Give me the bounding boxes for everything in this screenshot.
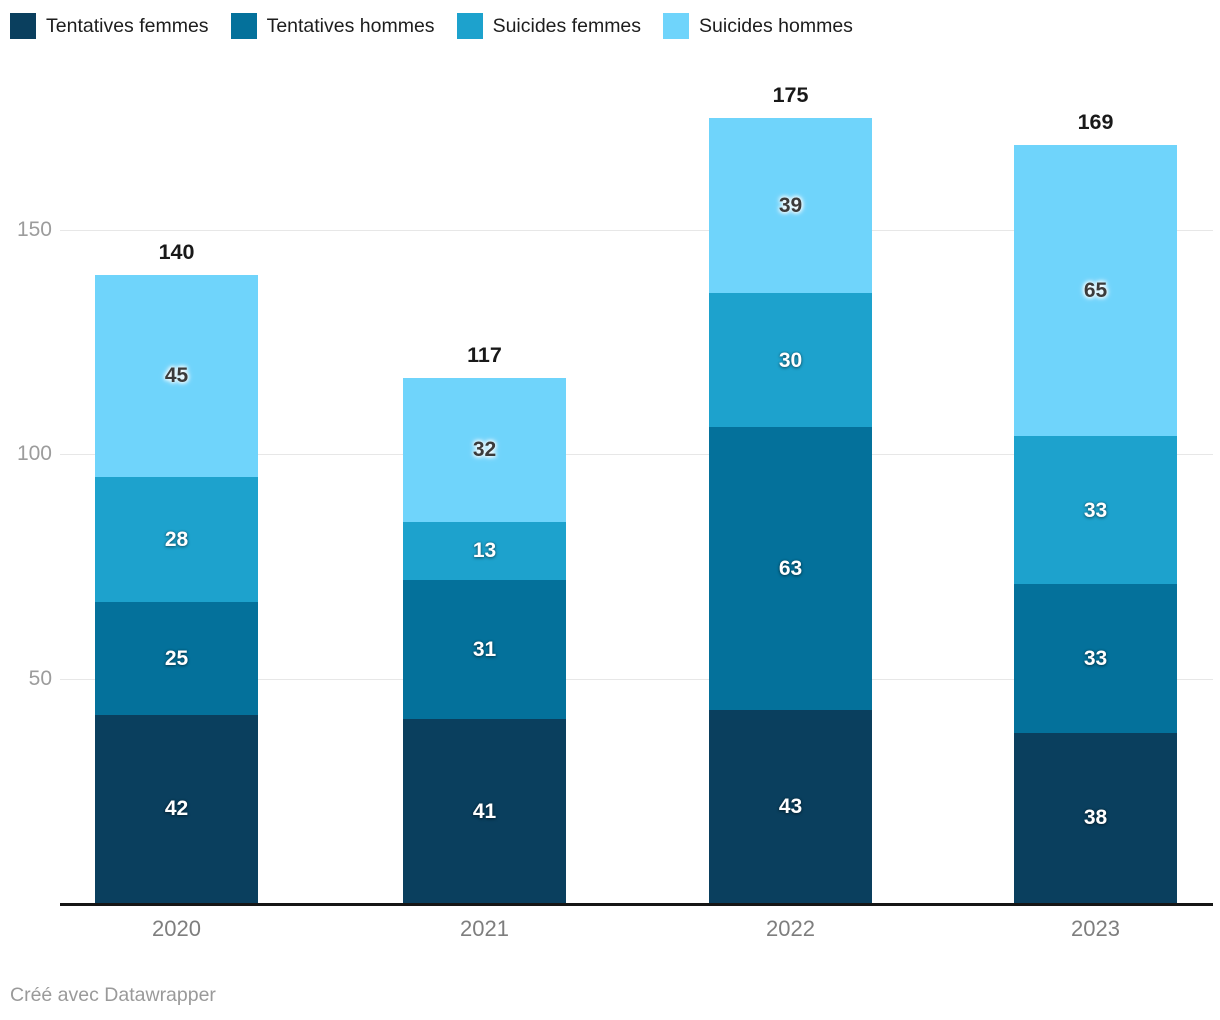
bar-segment-2023-2[interactable]: 33	[1014, 436, 1177, 585]
bar-2022[interactable]: 43 63 30 39	[709, 117, 872, 903]
bar-segment-2021-1[interactable]: 31	[403, 579, 566, 720]
x-axis-label-2020: 2020	[152, 916, 201, 941]
bar-total-label: 169	[1077, 109, 1114, 134]
x-axis-label-2021: 2021	[460, 916, 509, 941]
bar-2021[interactable]: 41 31 13 32	[403, 378, 566, 903]
legend-label: Suicides hommes	[699, 14, 853, 37]
bar-segment-2022-0[interactable]: 43	[709, 710, 872, 903]
bar-total-label: 175	[772, 82, 809, 107]
legend-label: Tentatives hommes	[266, 14, 435, 37]
x-axis-label-2023: 2023	[1071, 916, 1120, 941]
legend-swatch-icon	[10, 13, 36, 39]
legend-label: Tentatives femmes	[46, 14, 209, 37]
segment-value-label: 42	[164, 797, 189, 821]
segment-value-label: 41	[472, 799, 497, 823]
legend-label: Suicides femmes	[492, 14, 642, 37]
legend-item-suicides-hommes: Suicides hommes	[663, 13, 853, 39]
segment-value-label: 39	[778, 193, 803, 217]
bar-2023[interactable]: 38 33 33 65	[1014, 144, 1177, 903]
x-axis-label-2022: 2022	[766, 916, 815, 941]
segment-value-label: 45	[164, 364, 189, 388]
legend-item-tentatives-femmes: Tentatives femmes	[10, 13, 209, 39]
segment-value-label: 63	[778, 557, 803, 581]
gridline-150	[60, 230, 1213, 231]
segment-value-label: 13	[472, 539, 497, 563]
x-axis-line	[60, 903, 1213, 906]
gridline-100	[60, 454, 1213, 455]
segment-value-label: 38	[1083, 806, 1108, 830]
bar-segment-2023-1[interactable]: 33	[1014, 584, 1177, 733]
legend-item-suicides-femmes: Suicides femmes	[456, 13, 642, 39]
bar-segment-2021-3[interactable]: 32	[403, 378, 566, 522]
segment-value-label: 33	[1083, 498, 1108, 522]
bar-2020[interactable]: 42 25 28 45	[95, 274, 258, 903]
segment-value-label: 30	[778, 348, 803, 372]
legend: Tentatives femmes Tentatives hommes Suic…	[10, 13, 853, 39]
y-tick-label: 150	[16, 218, 52, 241]
y-tick-label: 50	[28, 667, 52, 690]
segment-value-label: 31	[472, 638, 497, 661]
bar-segment-2021-0[interactable]: 41	[403, 719, 566, 903]
bar-segment-2022-2[interactable]: 30	[709, 292, 872, 428]
y-tick-label: 100	[16, 442, 52, 465]
legend-swatch-icon	[456, 13, 483, 39]
credit-line: Créé avec Datawrapper	[10, 984, 216, 1006]
bar-segment-2023-0[interactable]: 38	[1014, 732, 1177, 903]
segment-value-label: 28	[164, 528, 189, 552]
bar-segment-2022-3[interactable]: 39	[709, 117, 872, 293]
bar-segment-2022-1[interactable]: 63	[709, 427, 872, 711]
bar-segment-2020-0[interactable]: 42	[95, 714, 258, 903]
segment-value-label: 33	[1083, 646, 1108, 670]
gridline-50	[60, 679, 1213, 680]
legend-item-tentatives-hommes: Tentatives hommes	[230, 13, 435, 39]
segment-value-label: 25	[164, 646, 189, 670]
bar-segment-2020-1[interactable]: 25	[95, 602, 258, 715]
bar-segment-2023-3[interactable]: 65	[1014, 144, 1177, 437]
bar-segment-2021-2[interactable]: 13	[403, 521, 566, 580]
bar-segment-2020-2[interactable]: 28	[95, 476, 258, 603]
legend-swatch-icon	[663, 13, 690, 39]
bar-total-label: 117	[467, 343, 502, 368]
segment-value-label: 43	[778, 795, 803, 819]
bar-total-label: 140	[158, 239, 195, 264]
bar-segment-2020-3[interactable]: 45	[95, 274, 258, 477]
legend-swatch-icon	[230, 13, 257, 39]
segment-value-label: 32	[472, 438, 497, 462]
segment-value-label: 65	[1083, 279, 1108, 303]
